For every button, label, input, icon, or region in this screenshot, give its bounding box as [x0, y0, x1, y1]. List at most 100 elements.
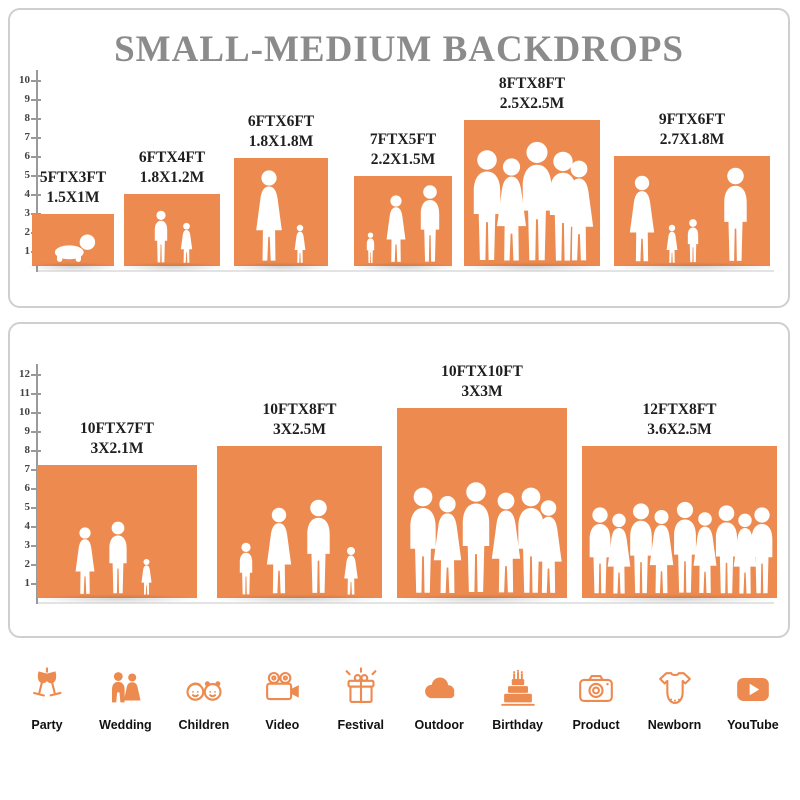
category-label: Newborn: [647, 718, 702, 732]
people-silhouette: [410, 482, 562, 593]
panel-small-medium: SMALL-MEDIUM BACKDROPS 10 9 8 7 6 5 4 3 …: [8, 8, 790, 308]
people-silhouette: [473, 141, 594, 261]
backdrop-size-label: 10FTX10FT 3X3M: [441, 362, 523, 401]
category-newborn: Newborn: [638, 666, 712, 732]
party-icon: [33, 667, 62, 697]
outdoor-icon: [425, 677, 455, 699]
people-silhouette: [54, 234, 96, 262]
page-title: SMALL-MEDIUM BACKDROPS: [114, 29, 684, 70]
festival-icon: [345, 667, 377, 703]
ruler-number: 1: [12, 575, 41, 591]
category-party: Party: [10, 666, 84, 732]
backdrop-rect: [124, 194, 220, 266]
people-silhouette: [154, 210, 193, 263]
ruler-number: 8: [12, 110, 41, 126]
ruler-number: 9: [12, 423, 41, 439]
backdrop-size-label: 10FTX7FT 3X2.1M: [80, 419, 154, 458]
people-silhouette: [629, 167, 747, 263]
category-festival: Festival: [324, 666, 398, 732]
birthday-icon: [500, 669, 535, 706]
people-silhouette: [75, 521, 152, 595]
backdrop-size-label: 5FTX3FT 1.5X1M: [40, 168, 106, 207]
backdrop-rect: [354, 176, 452, 266]
ruler-number: 6: [12, 480, 41, 496]
backdrop-item-12x8: 12FTX8FT 3.6X2.5M: [574, 400, 785, 604]
backdrop-item-6x6: 6FTX6FT 1.8X1.8M: [226, 112, 336, 272]
backdrop-rect: [397, 408, 567, 598]
backdrop-size-m: 3X2.1M: [90, 439, 144, 457]
category-label: Children: [178, 718, 230, 732]
category-youtube: YouTube: [716, 666, 790, 732]
wedding-icon: [112, 672, 141, 703]
backdrop-size-label: 10FTX8FT 3X2.5M: [262, 400, 336, 439]
backdrop-item-5x3: 5FTX3FT 1.5X1M: [24, 168, 122, 272]
backdrop-rect: [614, 156, 770, 266]
backdrop-item-10x8: 10FTX8FT 3X2.5M: [209, 400, 390, 604]
backdrop-item-10x10: 10FTX10FT 3X3M: [389, 362, 575, 604]
category-product: Product: [559, 666, 633, 732]
backdrop-size-ft: 8FTX8FT: [498, 75, 566, 93]
ruler-number: 10: [12, 72, 41, 88]
backdrop-item-9x6: 9FTX6FT 2.7X1.8M: [606, 110, 778, 272]
ruler-number: 3: [12, 205, 41, 221]
ruler-number: 2: [12, 224, 41, 240]
category-birthday: Birthday: [481, 666, 555, 732]
backdrop-rect: [464, 120, 600, 266]
backdrop-size-m: 1.8X1.2M: [139, 168, 205, 186]
backdrop-size-ft: 10FTX8FT: [262, 401, 337, 419]
backdrop-size-ft: 6FTX4FT: [138, 149, 206, 167]
backdrop-size-ft: 12FTX8FT: [642, 401, 717, 419]
category-outdoor: Outdoor: [402, 666, 476, 732]
ruler-number: 7: [12, 461, 41, 477]
ruler-number: 2: [12, 556, 41, 572]
people-silhouette: [239, 499, 358, 595]
people-silhouette: [256, 170, 306, 263]
backdrop-size-m: 2.5X2.5M: [499, 94, 565, 112]
category-label: Video: [265, 718, 300, 732]
category-label: Outdoor: [414, 718, 464, 732]
backdrop-size-ft: 10FTX7FT: [79, 420, 155, 438]
backdrop-size-m: 3.6X2.5M: [647, 420, 712, 438]
backdrop-size-ft: 6FTX6FT: [247, 113, 315, 131]
ruler-number: 6: [12, 148, 41, 164]
backdrop-item-7x5: 7FTX5FT 2.2X1.5M: [346, 130, 460, 272]
ground-line: [38, 270, 774, 272]
ruler-number: 5: [12, 499, 41, 515]
video-icon: [266, 671, 300, 701]
ruler-number: 11: [12, 385, 41, 401]
backdrop-rect: [32, 214, 114, 266]
backdrop-size-label: 6FTX4FT 1.8X1.2M: [139, 148, 205, 187]
backdrop-size-label: 7FTX5FT 2.2X1.5M: [370, 130, 436, 169]
height-ruler: [36, 70, 38, 272]
category-video: Video: [245, 666, 319, 732]
backdrop-size-label: 6FTX6FT 1.8X1.8M: [248, 112, 314, 151]
backdrop-rect: [37, 465, 197, 598]
backdrop-size-m: 3X3M: [461, 382, 503, 400]
newborn-icon: [658, 672, 691, 704]
ruler-number: 12: [12, 366, 41, 382]
ruler-number: 4: [12, 186, 41, 202]
backdrop-size-ft: 5FTX3FT: [39, 169, 107, 187]
backdrop-rect: [217, 446, 382, 598]
ruler-number: 9: [12, 91, 41, 107]
product-icon: [579, 675, 613, 703]
backdrop-size-label: 12FTX8FT 3.6X2.5M: [642, 400, 716, 439]
backdrop-size-ft: 10FTX10FT: [441, 363, 523, 381]
backdrop-size-ft: 9FTX6FT: [658, 111, 726, 129]
backdrop-size-ft: 7FTX5FT: [369, 131, 437, 149]
backdrop-size-m: 1.5X1M: [46, 188, 100, 206]
ruler-number: 4: [12, 518, 41, 534]
ruler-number: 1: [12, 243, 41, 259]
backdrop-item-10x7: 10FTX7FT 3X2.1M: [29, 419, 205, 604]
ruler-number: 7: [12, 129, 41, 145]
backdrop-rect: [582, 446, 777, 598]
category-label: Festival: [337, 718, 385, 732]
ruler-number: 10: [12, 404, 41, 420]
category-label: Wedding: [99, 718, 152, 732]
children-icon: [186, 681, 222, 701]
ruler-number: 5: [12, 167, 41, 183]
ruler-number: 8: [12, 442, 41, 458]
category-label: Birthday: [492, 718, 543, 732]
category-children: Children: [167, 666, 241, 732]
